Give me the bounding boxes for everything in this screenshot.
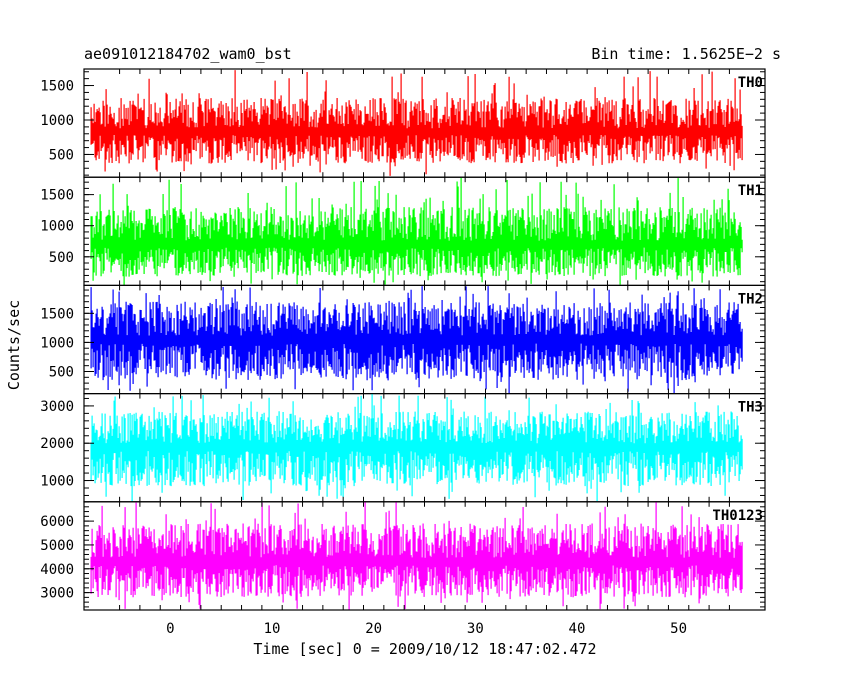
- panel-th0123: 3000 4000 5000 6000 TH0123: [40, 501, 766, 611]
- y-axis-label: Counts/sec: [5, 300, 23, 390]
- y-tick-label: 1500: [40, 188, 74, 204]
- x-axis-label: Time [sec] 0 = 2009/10/12 18:47:02.472: [253, 640, 596, 658]
- series-trace-th3: [90, 393, 743, 502]
- series-label-th2: TH2: [738, 291, 763, 307]
- x-tick-label: 20: [365, 621, 382, 637]
- series-label-th0123: TH0123: [712, 508, 763, 524]
- series-label-th1: TH1: [738, 183, 763, 199]
- file-label: ae091012184702_wam0_bst: [84, 45, 292, 63]
- x-tick-label: 50: [670, 621, 687, 637]
- series-trace-th1: [90, 177, 743, 285]
- y-tick-label: 1500: [40, 306, 74, 322]
- panel-th0: 500 1000 1500 TH0: [40, 68, 766, 178]
- series-label-th0: TH0: [738, 75, 763, 91]
- y-tick-label: 4000: [40, 562, 74, 578]
- y-tick-label: 1000: [40, 335, 74, 351]
- y-tick-label: 2000: [40, 436, 74, 452]
- y-tick-label: 3000: [40, 399, 74, 415]
- y-tick-label: 1500: [40, 79, 74, 95]
- x-tick-label: 30: [467, 621, 484, 637]
- y-tick-label: 500: [49, 147, 74, 163]
- x-axis: 0 10 20 30 40 50: [166, 621, 687, 637]
- y-tick-label: 500: [49, 364, 74, 380]
- series-trace-th2: [90, 286, 743, 394]
- y-tick-label: 500: [49, 250, 74, 266]
- series-label-th3: TH3: [738, 400, 763, 416]
- y-tick-label: 3000: [40, 586, 74, 602]
- panel-th1: 500 1000 1500 TH1: [40, 176, 766, 286]
- y-tick-label: 5000: [40, 538, 74, 554]
- y-tick-label: 1000: [40, 113, 74, 129]
- y-tick-label: 1000: [40, 474, 74, 490]
- bin-time-label: Bin time: 1.5625E−2 s: [591, 45, 781, 63]
- x-tick-label: 10: [264, 621, 281, 637]
- panel-th2: 500 1000 1500 TH2: [40, 284, 766, 395]
- y-tick-label: 1000: [40, 219, 74, 235]
- x-tick-label: 40: [569, 621, 586, 637]
- panels: 500 1000 1500 TH0 500 1000 1500 TH1 500 1000 1500 T…: [40, 68, 766, 611]
- x-tick-label: 0: [166, 621, 174, 637]
- series-trace-th0123: [90, 501, 743, 610]
- y-tick-label: 6000: [40, 514, 74, 530]
- panel-th3: 1000 2000 3000 TH3: [40, 393, 766, 503]
- series-trace-th0: [90, 70, 743, 176]
